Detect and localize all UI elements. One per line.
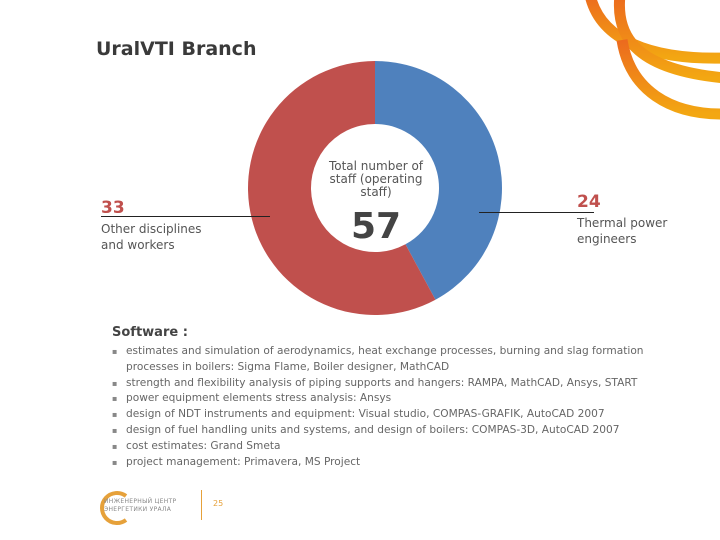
donut-total: 57 xyxy=(350,206,402,247)
logo-text: ИНЖЕНЕРНЫЙ ЦЕНТР ЭНЕРГЕТИКИ УРАЛА xyxy=(104,498,177,513)
list-item: project management: Primavera, MS Projec… xyxy=(112,455,672,471)
donut-center-label: Total number of staff (operating staff) xyxy=(328,159,424,199)
right-label: Thermal power engineers xyxy=(577,216,668,246)
footer-divider xyxy=(201,490,202,520)
left-label: Other disciplines and workers xyxy=(101,222,202,252)
slide-title: UralVTI Branch xyxy=(96,38,257,60)
software-list: estimates and simulation of aerodynamics… xyxy=(112,344,672,470)
software-heading: Software : xyxy=(112,325,188,340)
page-number: 25 xyxy=(213,499,224,508)
company-logo-icon xyxy=(100,491,128,525)
donut-slice-1 xyxy=(248,61,436,315)
list-item: power equipment elements stress analysis… xyxy=(112,391,672,407)
list-item: estimates and simulation of aerodynamics… xyxy=(112,344,672,376)
right-value: 24 xyxy=(577,192,601,212)
donut-slice-0 xyxy=(375,61,503,300)
list-item: cost estimates: Grand Smeta xyxy=(112,439,672,455)
list-item: design of fuel handling units and system… xyxy=(112,423,672,439)
left-leader-line xyxy=(101,216,270,217)
right-leader-line xyxy=(479,212,594,213)
list-item: design of NDT instruments and equipment:… xyxy=(112,407,672,423)
left-value: 33 xyxy=(101,198,125,218)
list-item: strength and flexibility analysis of pip… xyxy=(112,376,672,392)
